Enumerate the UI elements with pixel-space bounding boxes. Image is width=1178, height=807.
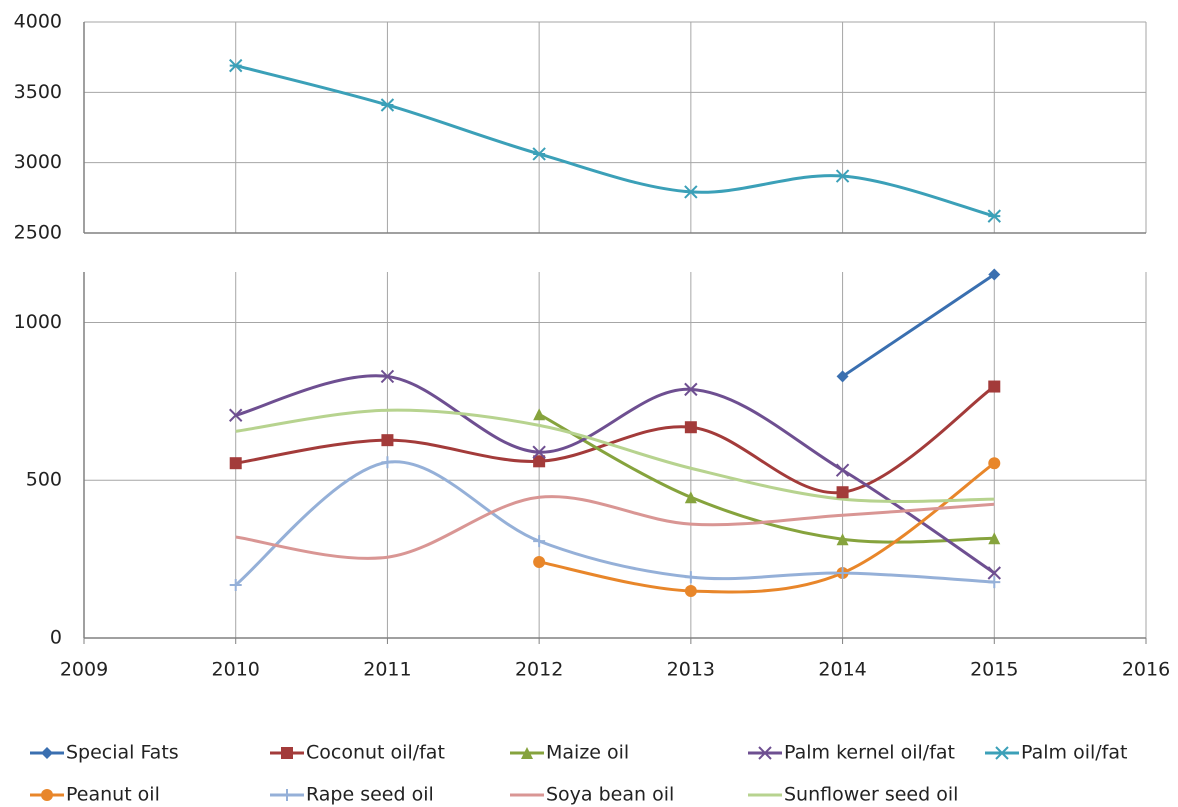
data-point [684,185,698,199]
legend-marker [758,746,772,760]
data-point [229,578,242,591]
legend-label: Sunflower seed oil [784,784,958,806]
data-point [380,98,395,112]
y-tick-label: 3000 [14,151,62,173]
data-point [836,567,849,580]
y-tick-label: 2500 [14,222,62,244]
x-tick-label: 2011 [363,659,411,681]
data-point [381,434,394,447]
y-tick-label: 500 [26,469,62,491]
x-tick-label: 2012 [515,659,563,681]
x-tick-label: 2009 [60,659,108,681]
data-point [988,380,1001,393]
data-point [533,535,546,548]
legend-label: Palm kernel oil/fat [784,742,955,764]
data-point [684,584,697,597]
data-point [533,555,546,568]
data-point [533,455,546,468]
data-point [987,566,1001,580]
legend-label: Coconut oil/fat [306,742,445,764]
data-point [380,369,395,384]
x-tick-label: 2016 [1122,659,1170,681]
legend-marker [521,747,533,759]
data-point [988,532,1001,545]
legend-label: Soya bean oil [546,784,674,806]
series-line [235,495,995,560]
legend-label: Peanut oil [66,784,160,806]
series-line [235,408,995,503]
data-point [684,382,698,397]
legend-label: Palm oil/fat [1021,742,1127,764]
y-tick-label: 0 [50,627,62,649]
y-tick-label: 4000 [14,11,62,33]
data-point [835,463,850,477]
series-line [841,273,996,378]
x-tick-label: 2013 [667,659,715,681]
data-point [684,421,697,434]
data-point [988,457,1001,470]
series-line [235,374,996,575]
series-line [538,461,996,594]
series-line [235,64,995,218]
series-line [235,385,996,495]
legend-marker [41,747,53,759]
data-point [532,147,546,161]
data-point [988,576,1001,589]
y-tick-label: 3500 [14,81,62,103]
data-point [987,209,1001,223]
data-point [381,456,394,469]
legend-marker [281,789,293,801]
data-point [835,169,850,183]
series-line [234,460,995,587]
data-point [229,408,243,422]
y-tick-label: 1000 [14,311,62,333]
data-point [836,486,849,499]
x-tick-label: 2014 [818,659,866,681]
legend-label: Rape seed oil [306,784,434,806]
data-point [532,445,546,459]
legend-marker [41,789,53,801]
data-point [533,408,546,421]
legend-label: Maize oil [546,742,629,764]
data-point [836,370,849,383]
legend-marker [995,746,1009,760]
data-point [836,533,849,546]
data-point [684,571,697,584]
legend-label: Special Fats [66,742,179,764]
data-point [988,268,1001,281]
x-tick-label: 2010 [212,659,260,681]
data-point [684,491,697,504]
x-tick-label: 2015 [970,659,1018,681]
data-point [229,58,243,73]
legend-marker [281,747,293,759]
data-point [229,457,242,470]
